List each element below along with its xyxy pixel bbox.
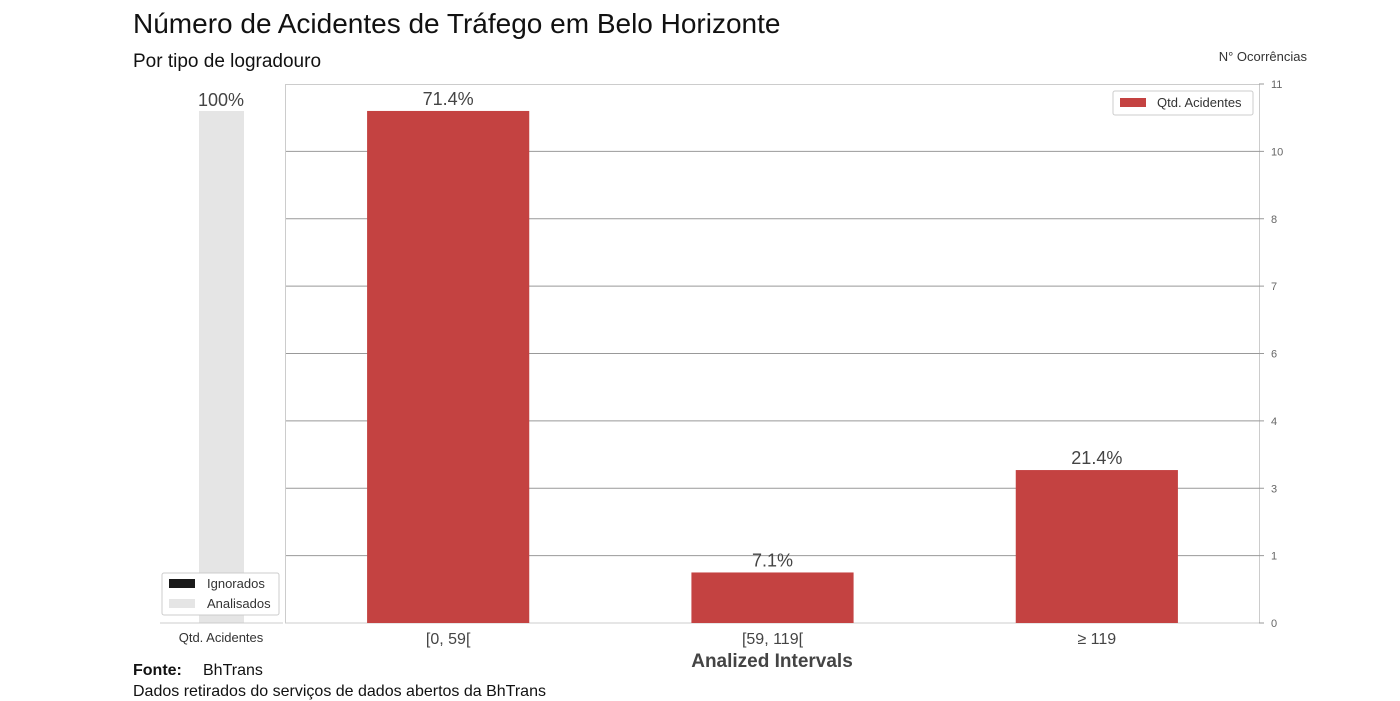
bar-data-label-1: 71.4% [423,89,474,109]
ignorados-legend-label: Ignorados [207,576,265,591]
coverage-legend: Ignorados Analisados [161,572,280,616]
y-axis-ticks: 0 1 3 4 6 7 8 10 11 [1259,79,1283,630]
source-value: BhTrans [203,662,263,679]
y-tick-label-4: 4 [1271,416,1277,428]
y-tick-label-0: 0 [1271,618,1277,630]
chart-subtitle: Por tipo de logradouro [133,51,322,72]
ignorados-legend-swatch [169,579,195,588]
coverage-panel: 100% Qtd. Acidentes Ignorados Analisados [160,90,283,645]
bar-2 [691,572,854,623]
y-tick-label-11: 11 [1271,79,1282,91]
coverage-data-label: 100% [198,90,244,110]
chart-title: Número de Acidentes de Tráfego em Belo H… [133,8,781,39]
x-axis-ticks: [0, 59[ [59, 119[ ≥ 119 [426,631,1116,648]
bar-data-labels: 71.4% 7.1% 21.4% [423,89,1123,571]
main-bar-chart: 0 1 3 4 6 7 8 10 11 71.4% 7.1% 21.4% [0, 59[ [59, 1… [285,49,1308,672]
source-note: Dados retirados do serviços de dados abe… [133,683,546,700]
y-tick-label-7: 7 [1271,281,1277,293]
bars [367,110,1178,623]
bar-data-label-3: 21.4% [1071,448,1122,468]
qtd-acidentes-legend-swatch [1120,98,1146,107]
x-tick-label-2: [59, 119[ [742,631,804,648]
qtd-acidentes-legend-label: Qtd. Acidentes [1157,95,1242,110]
y-axis-label: N° Ocorrências [1219,49,1308,64]
bar-data-label-2: 7.1% [752,550,793,570]
analisados-legend-swatch [169,599,195,608]
coverage-category-label: Qtd. Acidentes [179,630,264,645]
main-legend-box [1112,90,1254,116]
x-axis-label: Analized Intervals [691,651,853,672]
analisados-bar [199,111,244,623]
bar-1 [367,110,530,623]
source-label: Fonte: [133,662,182,679]
bar-3 [1015,470,1178,623]
analisados-legend-label: Analisados [207,596,271,611]
y-tick-label-6: 6 [1271,349,1277,361]
x-tick-label-1: [0, 59[ [426,631,471,648]
main-legend: Qtd. Acidentes [1112,90,1254,116]
y-tick-label-10: 10 [1271,146,1283,158]
y-tick-label-1: 1 [1271,551,1277,563]
y-tick-label-3: 3 [1271,483,1277,495]
x-tick-label-3: ≥ 119 [1077,631,1116,648]
y-tick-label-8: 8 [1271,214,1277,226]
